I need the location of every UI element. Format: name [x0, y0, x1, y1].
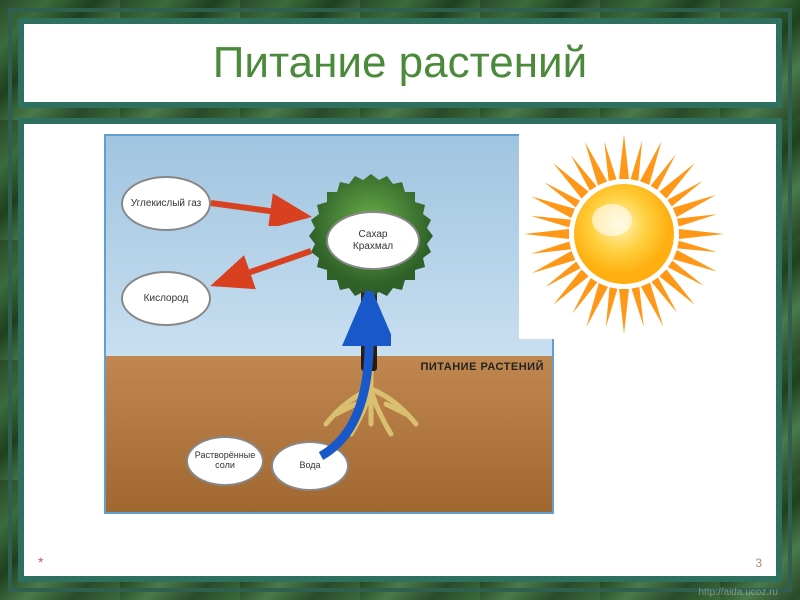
- slide-title: Питание растений: [213, 38, 587, 88]
- sun-icon: [519, 129, 729, 339]
- oxygen-label: Кислород: [144, 293, 189, 304]
- arrow-co2-in: [206, 191, 316, 226]
- co2-label: Углекислый газ: [131, 198, 202, 209]
- nutrition-diagram: Сахар Крахмал Углекислый газ Кислород Ра…: [104, 134, 554, 514]
- slide-frame: Питание растений: [0, 0, 800, 600]
- diagram: Сахар Крахмал Углекислый газ Кислород Ра…: [104, 134, 704, 554]
- water-label: Вода: [299, 461, 320, 471]
- sugar-label: Сахар: [359, 229, 388, 241]
- footer-link: http://aida.ucoz.ru: [699, 587, 779, 598]
- bubble-co2: Углекислый газ: [121, 176, 211, 231]
- salts-label: Растворённые соли: [190, 451, 260, 471]
- bubble-salts: Растворённые соли: [186, 436, 264, 486]
- starch-label: Крахмал: [353, 241, 393, 253]
- arrow-water-up: [301, 291, 391, 461]
- diagram-caption: ПИТАНИЕ РАСТЕНИЙ: [420, 361, 544, 373]
- bubble-oxygen: Кислород: [121, 271, 211, 326]
- title-box: Питание растений: [18, 18, 782, 108]
- slide-number: 3: [755, 556, 762, 570]
- note-marker: *: [38, 554, 43, 570]
- content-area: Сахар Крахмал Углекислый газ Кислород Ра…: [18, 118, 782, 582]
- crown-label: Сахар Крахмал: [326, 211, 420, 270]
- arrow-o2-out: [206, 246, 316, 291]
